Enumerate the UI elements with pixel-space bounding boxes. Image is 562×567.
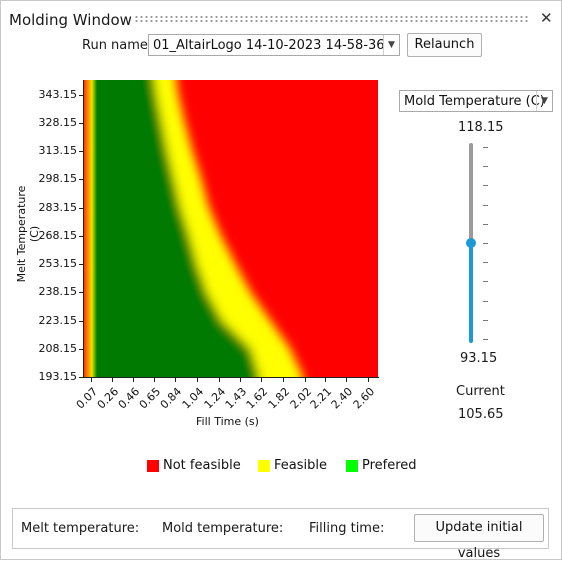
slider-max-value: 118.15 (458, 120, 504, 135)
legend-label-feasible: Feasible (274, 458, 327, 473)
slider-tick-mark (483, 223, 488, 225)
slider-tick-mark (483, 300, 488, 302)
y-tick-mark (79, 320, 83, 322)
run-name-value: 01_AltairLogo 14-10-2023 14-58-36 (153, 38, 385, 53)
parameter-select[interactable]: Mold Temperature (C) ▼ (399, 90, 553, 112)
y-tick-label: 283.15 (38, 200, 78, 214)
x-axis-line (83, 377, 379, 378)
y-axis-label: Melt Temperature (C) (15, 185, 41, 283)
y-tick-mark (79, 235, 83, 237)
slider-tick-mark (483, 339, 488, 340)
initial-values-panel: Melt temperature: Mold temperature: Fill… (12, 508, 549, 561)
legend-swatch-feasible (258, 460, 270, 472)
infeasible-left-edge-region (84, 80, 98, 377)
heatmap-plot (84, 80, 378, 377)
current-value: 105.65 (458, 407, 504, 422)
y-tick-mark (79, 179, 83, 181)
run-name-select[interactable]: 01_AltairLogo 14-10-2023 14-58-36 ▼ (148, 34, 400, 56)
filling-time-label: Filling time: (309, 521, 385, 536)
x-tick-mark (239, 378, 241, 382)
chevron-down-icon[interactable]: ▼ (536, 91, 552, 111)
x-tick-mark (304, 378, 306, 382)
y-tick-mark (79, 292, 83, 294)
y-tick-label: 298.15 (38, 172, 78, 186)
legend-label-not-feasible: Not feasible (163, 458, 241, 473)
y-tick-mark (79, 348, 83, 350)
update-initial-values-button[interactable]: Update initial values (414, 514, 544, 561)
x-tick-mark (133, 378, 135, 382)
y-tick-label: 253.15 (38, 257, 78, 271)
y-tick-mark (79, 377, 83, 378)
mold-temperature-slider-thumb[interactable] (466, 238, 476, 248)
melt-temperature-label: Melt temperature: (21, 521, 140, 536)
window-title: Molding Window (9, 11, 132, 29)
y-tick-mark (79, 207, 83, 209)
legend-swatch-preferred (346, 460, 358, 472)
y-tick-mark (79, 151, 83, 153)
slider-inactive-track (469, 143, 473, 243)
y-tick-mark (79, 122, 83, 124)
preferred-region (84, 80, 260, 377)
x-tick-mark (175, 378, 177, 382)
mold-temperature-slider-track[interactable] (469, 143, 473, 343)
x-tick-mark (282, 378, 284, 382)
legend-label-preferred: Prefered (362, 458, 417, 473)
y-tick-label: 223.15 (38, 313, 78, 327)
y-tick-label: 328.15 (38, 115, 78, 129)
slider-tick-mark (483, 147, 488, 148)
legend-swatch-not-feasible (147, 460, 159, 472)
x-axis-label: Fill Time (s) (196, 415, 259, 428)
x-tick-mark (197, 378, 199, 382)
y-tick-label: 193.15 (38, 370, 78, 383)
relaunch-button[interactable]: Relaunch (407, 33, 482, 57)
x-tick-mark (260, 378, 262, 382)
x-tick-mark (219, 378, 221, 382)
chevron-down-icon[interactable]: ▼ (383, 35, 399, 55)
slider-tick-mark (483, 319, 488, 321)
close-icon[interactable]: ✕ (540, 9, 553, 27)
y-tick-label: 268.15 (38, 228, 78, 242)
x-tick-mark (111, 378, 113, 382)
y-tick-label: 313.15 (38, 144, 78, 158)
slider-tick-mark (483, 262, 488, 264)
slider-tick-mark (483, 166, 488, 168)
y-axis-line (83, 80, 84, 378)
slider-tick-mark (483, 243, 488, 244)
parameter-value: Mold Temperature (C) (404, 94, 545, 109)
run-name-label: Run name (82, 38, 148, 53)
x-tick-label: 2.60 (350, 385, 378, 412)
slider-tick-mark (483, 204, 488, 206)
y-tick-label: 208.15 (38, 341, 78, 355)
x-tick-mark (346, 378, 348, 382)
x-tick-mark (154, 378, 156, 382)
slider-active-track (469, 243, 473, 343)
y-tick-mark (79, 94, 83, 96)
y-tick-label: 343.15 (38, 87, 78, 101)
slider-tick-mark (483, 281, 488, 283)
x-tick-mark (90, 378, 92, 382)
x-tick-mark (368, 378, 370, 382)
title-drag-handle[interactable] (134, 15, 530, 23)
y-tick-mark (79, 264, 83, 266)
mold-temperature-label: Mold temperature: (162, 521, 284, 536)
slider-min-value: 93.15 (460, 351, 498, 366)
x-tick-mark (325, 378, 327, 382)
slider-tick-mark (483, 185, 488, 187)
heatmap-canvas (84, 80, 378, 377)
y-tick-label: 238.15 (38, 285, 78, 299)
current-label: Current (456, 384, 505, 399)
